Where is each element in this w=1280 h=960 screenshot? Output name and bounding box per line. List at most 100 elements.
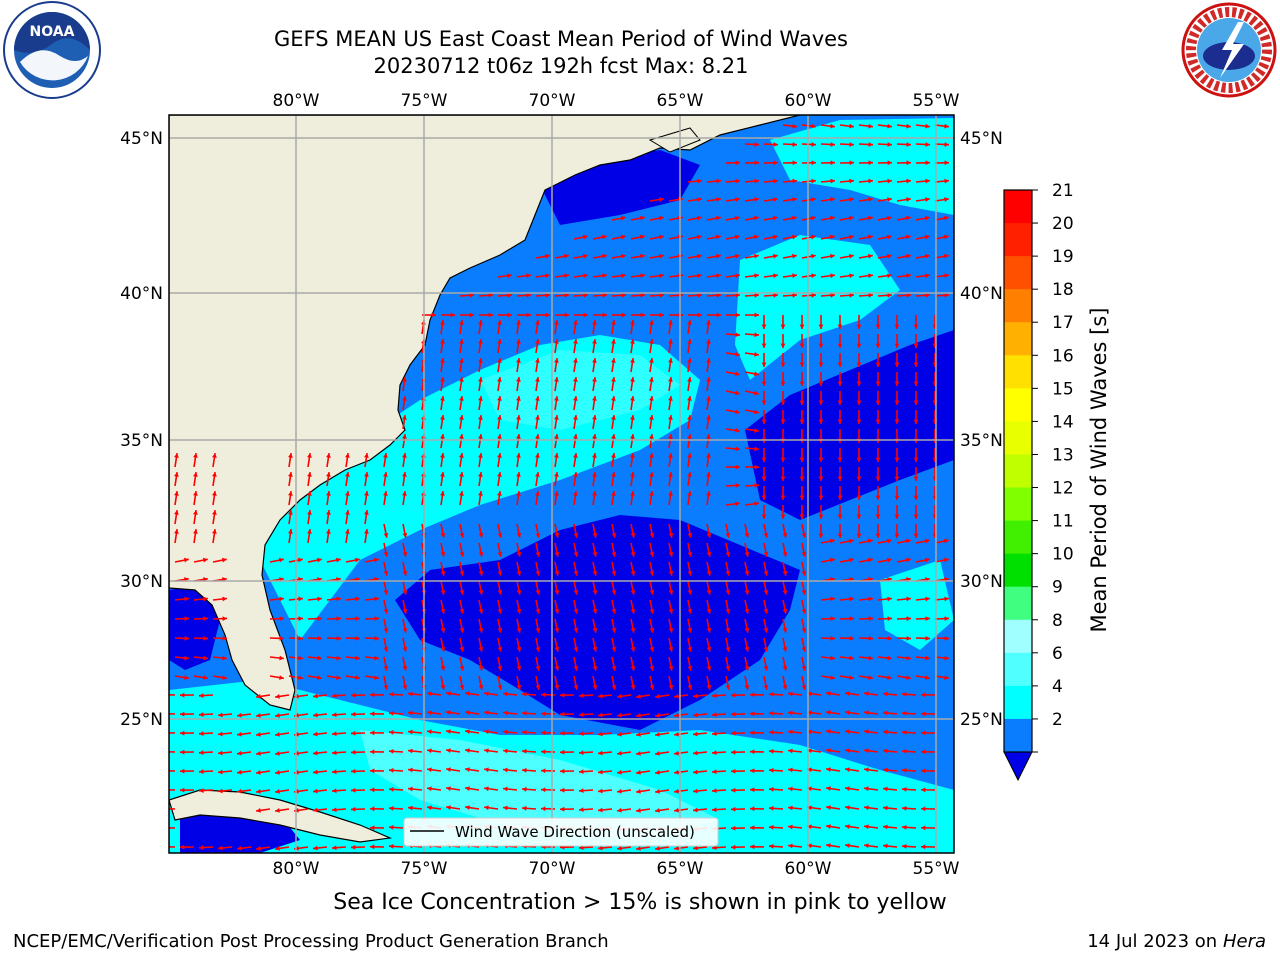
- wind-wave-arrow: [782, 542, 788, 557]
- wind-wave-arrow: [516, 491, 521, 506]
- wind-wave-arrow: [858, 197, 873, 202]
- wind-wave-arrow: [535, 580, 541, 595]
- wind-wave-arrow: [427, 691, 442, 697]
- wind-wave-arrow: [630, 561, 636, 576]
- wind-wave-arrow: [692, 845, 708, 851]
- wind-wave-arrow: [630, 215, 645, 221]
- wind-wave-arrow: [934, 616, 950, 622]
- wind-wave-arrow: [592, 273, 607, 279]
- wind-wave-arrow: [934, 292, 950, 298]
- wind-wave-arrow: [896, 557, 911, 563]
- wind-wave-arrow: [478, 292, 494, 298]
- wind-wave-arrow: [934, 538, 949, 544]
- wind-wave-arrow: [478, 580, 484, 595]
- wind-wave-arrow: [427, 767, 442, 773]
- wind-wave-arrow: [845, 824, 860, 829]
- wind-wave-arrow: [212, 635, 228, 641]
- wind-wave-arrow: [174, 675, 189, 680]
- wind-wave-arrow: [858, 557, 873, 563]
- wind-wave-arrow: [459, 599, 465, 614]
- wind-wave-arrow: [692, 750, 708, 756]
- wind-wave-arrow: [554, 637, 560, 652]
- wind-wave-arrow: [706, 472, 711, 487]
- wind-wave-arrow: [782, 123, 797, 129]
- wind-wave-arrow: [383, 523, 389, 538]
- wind-wave-arrow: [364, 529, 369, 544]
- wind-wave-arrow: [837, 505, 843, 519]
- wind-wave-arrow: [535, 358, 540, 373]
- wind-wave-arrow: [502, 729, 518, 735]
- wind-wave-arrow: [554, 542, 560, 557]
- wind-wave-arrow: [763, 523, 769, 538]
- wind-wave-arrow: [275, 751, 290, 756]
- wind-wave-arrow: [383, 675, 389, 690]
- wind-wave-arrow: [882, 729, 898, 735]
- wind-wave-arrow: [655, 770, 670, 775]
- wind-wave-arrow: [331, 845, 347, 851]
- wind-wave-arrow: [845, 786, 860, 791]
- wind-wave-arrow: [780, 372, 786, 386]
- wind-wave-arrow: [744, 390, 759, 396]
- wind-wave-arrow: [630, 292, 646, 298]
- wind-wave-arrow: [913, 448, 919, 462]
- wind-wave-arrow: [674, 807, 689, 813]
- wind-wave-arrow: [516, 542, 522, 557]
- wind-wave-arrow: [446, 748, 461, 753]
- wind-wave-arrow: [687, 618, 693, 633]
- wind-wave-arrow: [465, 786, 480, 791]
- colorbar-label: Mean Period of Wind Waves [s]: [1087, 308, 1111, 633]
- wind-wave-arrow: [402, 491, 407, 506]
- wind-wave-arrow: [383, 542, 389, 557]
- wind-wave-arrow: [725, 371, 740, 377]
- wind-wave-arrow: [237, 712, 252, 718]
- wind-wave-arrow: [592, 523, 598, 538]
- wind-wave-arrow: [744, 142, 760, 147]
- wind-wave-arrow: [630, 377, 635, 392]
- wind-wave-arrow: [611, 215, 626, 221]
- wind-wave-arrow: [818, 334, 824, 348]
- wind-wave-arrow: [818, 505, 824, 519]
- wind-wave-arrow: [706, 234, 721, 240]
- wind-wave-arrow: [725, 332, 741, 338]
- wind-wave-arrow: [307, 635, 323, 641]
- colorbar-segment: [1004, 421, 1032, 455]
- wind-wave-arrow: [288, 529, 293, 544]
- wind-wave-arrow: [275, 770, 290, 775]
- wind-wave-arrow: [275, 732, 290, 737]
- wind-wave-arrow: [554, 434, 559, 449]
- wind-wave-arrow: [592, 415, 597, 430]
- wind-wave-arrow: [807, 710, 822, 716]
- wind-wave-arrow: [630, 453, 635, 468]
- wind-wave-arrow: [837, 448, 843, 462]
- wind-wave-arrow: [782, 523, 788, 538]
- wind-wave-arrow: [312, 845, 328, 851]
- wind-wave-arrow: [169, 769, 176, 772]
- wind-wave-arrow: [744, 273, 759, 279]
- wind-wave-arrow: [592, 542, 598, 557]
- wind-wave-arrow: [826, 691, 841, 696]
- wind-wave-arrow: [668, 453, 673, 468]
- land-nova-scotia: [648, 127, 701, 153]
- wind-wave-arrow: [807, 786, 822, 792]
- wind-wave-arrow: [269, 675, 284, 680]
- wind-wave-arrow: [875, 372, 881, 386]
- wind-wave-arrow: [858, 160, 874, 166]
- wind-wave-arrow: [630, 320, 635, 335]
- wind-wave-arrow: [364, 675, 379, 680]
- wind-wave-arrow: [649, 197, 664, 202]
- wind-wave-arrow: [535, 434, 540, 449]
- wind-wave-arrow: [630, 580, 636, 595]
- wind-wave-arrow: [856, 486, 862, 500]
- wind-wave-arrow: [212, 529, 217, 544]
- wind-wave-arrow: [915, 160, 931, 166]
- wind-wave-arrow: [478, 618, 484, 633]
- wind-wave-arrow: [611, 358, 616, 373]
- wind-wave-arrow: [350, 730, 366, 736]
- colorbar-tick-label: 12: [1052, 479, 1074, 499]
- wind-wave-arrow: [687, 273, 702, 279]
- wind-wave-arrow: [826, 805, 841, 810]
- wind-wave-arrow: [801, 580, 807, 595]
- wind-wave-arrow: [402, 675, 408, 690]
- wind-wave-arrow: [782, 160, 798, 166]
- wind-wave-arrow: [516, 358, 521, 373]
